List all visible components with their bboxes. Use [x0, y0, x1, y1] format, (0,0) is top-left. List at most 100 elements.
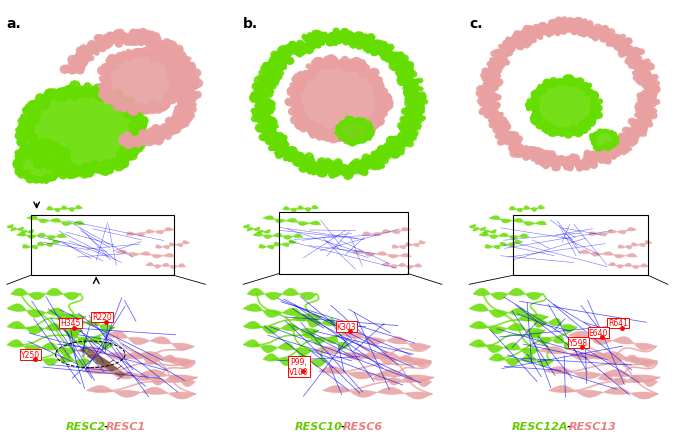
Circle shape	[296, 152, 305, 161]
Circle shape	[269, 145, 277, 152]
Circle shape	[627, 132, 635, 139]
Circle shape	[151, 43, 160, 51]
Circle shape	[50, 160, 60, 170]
Circle shape	[172, 60, 180, 68]
Circle shape	[406, 96, 413, 103]
Circle shape	[171, 120, 181, 129]
Circle shape	[163, 95, 171, 102]
Circle shape	[608, 36, 612, 40]
Circle shape	[536, 152, 541, 156]
Circle shape	[93, 43, 101, 51]
Circle shape	[261, 123, 271, 131]
Circle shape	[340, 60, 345, 65]
Circle shape	[497, 140, 504, 146]
Circle shape	[534, 32, 541, 38]
Circle shape	[399, 56, 407, 64]
Circle shape	[405, 122, 412, 130]
Circle shape	[567, 23, 575, 30]
Circle shape	[414, 96, 424, 105]
Circle shape	[291, 156, 299, 163]
Circle shape	[177, 111, 186, 120]
Polygon shape	[549, 386, 658, 399]
Circle shape	[350, 162, 359, 170]
Circle shape	[616, 145, 621, 150]
Circle shape	[121, 141, 125, 145]
Circle shape	[622, 49, 630, 57]
Circle shape	[259, 127, 265, 132]
Circle shape	[88, 48, 97, 56]
Circle shape	[340, 166, 347, 172]
Circle shape	[136, 137, 144, 145]
Circle shape	[116, 156, 129, 167]
Circle shape	[184, 64, 190, 69]
Circle shape	[309, 165, 316, 171]
Circle shape	[608, 36, 614, 42]
Circle shape	[535, 152, 540, 157]
Circle shape	[123, 110, 132, 119]
Circle shape	[485, 84, 493, 91]
Circle shape	[399, 123, 406, 130]
Circle shape	[328, 33, 337, 42]
Circle shape	[269, 65, 277, 72]
Circle shape	[182, 67, 192, 76]
Circle shape	[389, 150, 397, 158]
Circle shape	[149, 130, 155, 136]
Circle shape	[408, 134, 415, 141]
Circle shape	[408, 73, 414, 78]
Circle shape	[99, 86, 106, 92]
Circle shape	[188, 84, 197, 92]
Circle shape	[125, 39, 132, 45]
Circle shape	[257, 99, 264, 105]
Circle shape	[393, 63, 399, 69]
Circle shape	[101, 64, 110, 73]
Circle shape	[166, 58, 172, 64]
Circle shape	[514, 32, 522, 39]
Circle shape	[121, 141, 127, 147]
Circle shape	[642, 65, 649, 72]
Circle shape	[537, 154, 542, 158]
Circle shape	[612, 38, 621, 46]
Circle shape	[175, 74, 185, 83]
Circle shape	[636, 93, 643, 99]
Circle shape	[393, 136, 398, 142]
Circle shape	[482, 96, 490, 104]
Circle shape	[310, 166, 316, 173]
Circle shape	[32, 106, 39, 113]
Circle shape	[571, 157, 577, 162]
Circle shape	[113, 97, 123, 106]
Circle shape	[547, 154, 554, 161]
Circle shape	[52, 144, 60, 152]
Circle shape	[410, 86, 419, 95]
Circle shape	[145, 41, 153, 48]
Circle shape	[154, 135, 162, 143]
Circle shape	[126, 139, 134, 146]
Circle shape	[106, 64, 116, 72]
Circle shape	[643, 108, 650, 115]
Circle shape	[543, 162, 550, 169]
Circle shape	[602, 155, 607, 160]
Circle shape	[251, 92, 257, 98]
Circle shape	[503, 137, 510, 143]
Circle shape	[544, 30, 551, 37]
Circle shape	[176, 53, 184, 60]
Circle shape	[564, 22, 569, 26]
Circle shape	[182, 72, 186, 76]
Circle shape	[338, 167, 345, 174]
Circle shape	[41, 160, 47, 165]
Circle shape	[149, 107, 153, 111]
Circle shape	[510, 145, 519, 153]
Circle shape	[616, 153, 621, 157]
Circle shape	[179, 77, 188, 85]
Circle shape	[264, 69, 271, 75]
Circle shape	[123, 37, 131, 45]
Circle shape	[563, 161, 566, 165]
Circle shape	[392, 140, 399, 146]
Circle shape	[251, 93, 259, 101]
Circle shape	[406, 79, 412, 84]
Circle shape	[328, 56, 338, 65]
Circle shape	[406, 134, 413, 141]
Circle shape	[484, 105, 492, 112]
Circle shape	[166, 128, 173, 134]
Circle shape	[412, 95, 420, 101]
Circle shape	[502, 51, 510, 58]
